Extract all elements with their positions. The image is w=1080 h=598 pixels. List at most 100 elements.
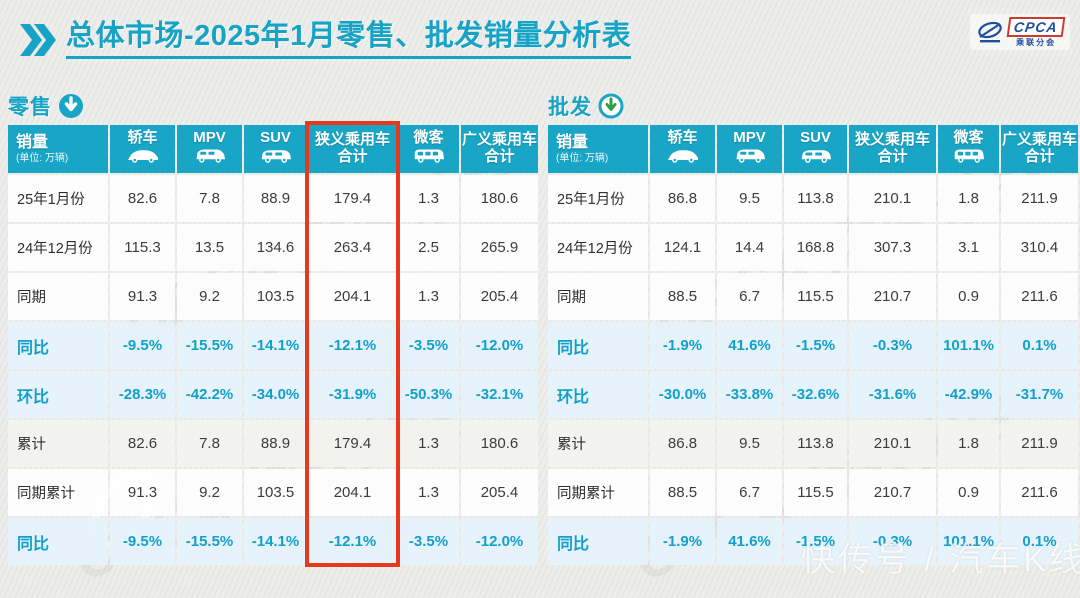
table-cell: 1.8 [938,175,999,222]
table-cell: -3.5% [398,322,459,369]
wholesale-title: 批发 [548,96,592,119]
table-cell: 41.6% [717,322,782,369]
row-label: 环比 [8,371,108,418]
down-arrow-filled-icon [59,94,83,118]
table-cell: -33.8% [717,371,782,418]
title-row: 总体市场-2025年1月零售、批发销量分析表 [20,20,632,60]
table-cell: 1.3 [398,175,459,222]
table-cell: 179.4 [309,420,396,467]
table-cell: 307.3 [849,224,936,271]
column-label: SUV [800,128,831,146]
column-header-微客: 微客 [398,125,459,173]
column-label: 广义乘用车 [1001,131,1077,149]
column-label: 合计 [1024,148,1055,165]
table-cell: 9.5 [717,175,782,222]
table-cell: 180.6 [461,420,538,467]
table-cell: -28.3% [110,371,175,418]
slide: CPCA 乘联分会 CPCA 乘联分会 CPCA 乘联分会 CPCA 乘联分会 … [8,14,1080,594]
table-cell: 134.6 [244,224,307,271]
table-cell: -34.0% [244,371,307,418]
table-cell: 205.4 [461,469,538,516]
table-cell: -14.1% [244,518,307,565]
retail-table: 销量 (单位: 万辆) 轿车 MPV SUV 狭义乘用车 合计 微客 广义乘用车 合计 25年1月份… [8,121,538,567]
row-label: 24年12月份 [548,224,648,271]
table-cell: -9.5% [110,518,175,565]
table-cell: 1.8 [938,420,999,467]
table-cell: 6.7 [717,469,782,516]
column-header-广义乘用车: 广义乘用车 合计 [461,125,538,173]
double-chevron-icon [20,23,56,56]
table-cell: 101.1% [938,518,999,565]
table-cell: 179.4 [309,175,396,222]
table-cell: -12.1% [309,322,396,369]
retail-section: 零售 销量 (单位: 万辆) 轿车 MPV SUV 狭义乘用车 合计 微客 广义乘用车 合计 25年… [8,90,538,567]
suv-icon [259,146,293,168]
column-label: 狭义乘用车 [314,131,390,149]
table-cell: -31.9% [309,371,396,418]
table-cell: 211.6 [1001,469,1078,516]
table-cell: 113.8 [784,175,847,222]
table-cell: 3.1 [938,224,999,271]
table-cell: 13.5 [177,224,242,271]
column-header-sales: 销量 (单位: 万辆) [548,125,648,173]
table-cell: 91.3 [110,469,175,516]
column-header-MPV: MPV [177,125,242,173]
column-label: 轿车 [667,128,698,146]
sales-label: 销量 [16,133,49,151]
table-cell: 9.2 [177,273,242,320]
table-cell: -3.5% [398,518,459,565]
table-cell: 9.5 [717,420,782,467]
table-cell: 88.9 [244,175,307,222]
table-cell: -15.5% [177,518,242,565]
table-cell: 86.8 [650,175,715,222]
wholesale-section: 批发 销量 (单位: 万辆) 轿车 MPV SUV 狭义乘用车 合计 微客 广义乘用车 合计 25年… [548,90,1078,565]
column-label: 广义乘用车 [461,131,537,149]
column-label: 合计 [337,148,368,165]
table-cell: 0.1% [1001,518,1078,565]
row-label: 同比 [8,518,108,565]
minibus-icon [952,146,986,168]
table-cell: -12.0% [461,518,538,565]
column-label: SUV [260,128,291,146]
table-cell: 103.5 [244,469,307,516]
table-cell: 82.6 [110,420,175,467]
table-cell: 310.4 [1001,224,1078,271]
page-title: 总体市场-2025年1月零售、批发销量分析表 [66,20,632,60]
row-label: 同比 [548,322,648,369]
retail-section-label: 零售 [8,90,538,122]
table-cell: -42.9% [938,371,999,418]
column-header-sales: 销量 (单位: 万辆) [8,125,108,173]
table-cell: 88.5 [650,273,715,320]
row-label: 累计 [8,420,108,467]
sales-unit-note: (单位: 万辆) [556,152,609,164]
table-cell: 1.3 [398,469,459,516]
row-label: 25年1月份 [548,175,648,222]
column-header-广义乘用车: 广义乘用车 合计 [1001,125,1078,173]
table-cell: 115.3 [110,224,175,271]
sedan-icon [666,146,700,168]
table-cell: -30.0% [650,371,715,418]
row-label: 环比 [548,371,648,418]
row-label: 同比 [548,518,648,565]
column-label: 轿车 [127,128,158,146]
row-label: 同期累计 [8,469,108,516]
table-cell: 168.8 [784,224,847,271]
table-cell: 88.5 [650,469,715,516]
column-header-SUV: SUV [244,125,307,173]
table-cell: 91.3 [110,273,175,320]
table-cell: 1.3 [398,420,459,467]
row-label: 同比 [8,322,108,369]
table-cell: 6.7 [717,273,782,320]
table-cell: 86.8 [650,420,715,467]
table-cell: 210.7 [849,469,936,516]
sedan-icon [126,146,160,168]
row-label: 同期累计 [548,469,648,516]
row-label: 同期 [548,273,648,320]
row-label: 同期 [8,273,108,320]
sales-unit-note: (单位: 万辆) [16,152,69,164]
table-cell: 113.8 [784,420,847,467]
table-cell: -1.9% [650,518,715,565]
table-cell: 7.8 [177,420,242,467]
table-cell: -9.5% [110,322,175,369]
table-cell: 0.9 [938,469,999,516]
